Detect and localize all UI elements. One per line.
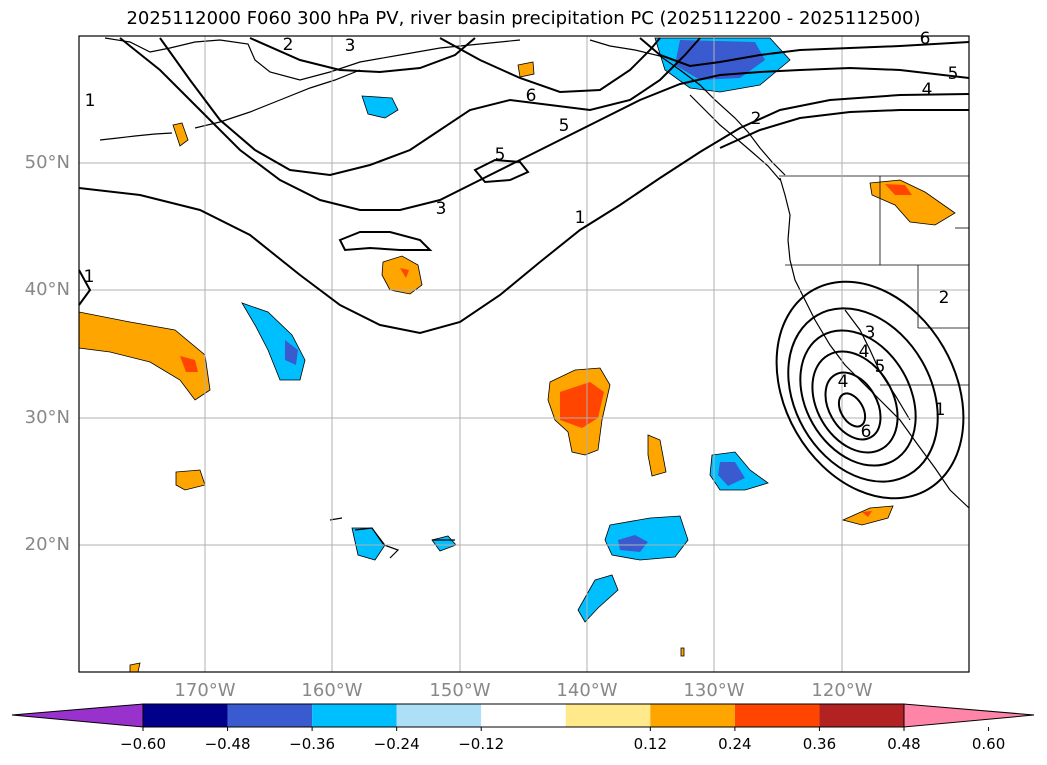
contour-label: 4 (922, 80, 933, 100)
colorbar-tick-label: 0.24 (718, 735, 752, 753)
pv-contour (78, 93, 970, 335)
contour-label: 6 (920, 29, 931, 49)
contour-label: 1 (935, 400, 946, 420)
us-west-coast (779, 177, 970, 509)
pv-contour (473, 158, 530, 184)
pv-contour (811, 350, 899, 454)
pv-contour (837, 392, 867, 428)
contour-label: 5 (559, 116, 570, 136)
precip-positive-region (129, 662, 141, 673)
precip-negative-core (285, 340, 298, 365)
gulf-of-alaska-coast (589, 39, 786, 176)
contour-label: 2 (283, 35, 294, 55)
contour-label: 1 (85, 91, 96, 111)
colorbar-cell (650, 704, 735, 727)
contour-label: 4 (838, 372, 849, 392)
colorbar-extend-low (11, 703, 144, 728)
colorbar-cell (227, 704, 313, 727)
precip-positive-region (647, 434, 667, 477)
map-border (78, 35, 970, 673)
pv-contour (799, 329, 917, 467)
colorbar-tick-label: 0.36 (802, 735, 837, 753)
colorbar (11, 703, 1035, 731)
alaska-coast (104, 37, 521, 81)
contour-labels: 1 2 3 4 5 6 5 6 5 4 2 1 3 1 2 3 4 5 6 1 (84, 29, 959, 442)
lat-label: 40°N (24, 279, 70, 300)
pv-contour (439, 37, 661, 94)
pv-contour (719, 109, 969, 149)
aleutian-islands (99, 69, 361, 141)
precip-positive-core (180, 356, 198, 372)
precip-positive-region (517, 61, 535, 78)
pv-contour (249, 37, 476, 74)
precip-positive-region (680, 647, 685, 657)
colorbar-cell (143, 704, 228, 727)
lon-label: 120°W (811, 680, 873, 701)
map-background (79, 36, 969, 672)
contour-label: 5 (875, 357, 886, 377)
precip-negative-region (577, 574, 619, 623)
precip-positive-region (172, 122, 189, 147)
contour-label: 5 (948, 64, 959, 84)
pv-contour (787, 307, 939, 483)
precip-positive-core (885, 184, 912, 195)
political-borders (779, 175, 969, 386)
contour-label: 1 (84, 267, 95, 287)
lon-label: 160°W (301, 680, 363, 701)
colorbar-cell (819, 704, 904, 727)
precip-positive-region (78, 311, 211, 401)
contour-label: 2 (939, 288, 950, 308)
colorbar-cell (481, 704, 566, 727)
lon-label: 130°W (683, 680, 745, 701)
pv-contour (119, 37, 970, 211)
pv-contour (639, 37, 970, 68)
contour-label: 5 (495, 145, 506, 165)
pv-contour (824, 371, 882, 441)
colorbar-cell (734, 704, 820, 727)
pv-contour (775, 280, 965, 500)
contour-label: 2 (751, 109, 762, 129)
lat-label: 50°N (24, 152, 70, 173)
contour-label: 4 (859, 342, 870, 362)
lon-label: 150°W (429, 680, 491, 701)
contour-label: 6 (861, 422, 872, 442)
lat-label: 20°N (24, 534, 70, 555)
gridlines (79, 36, 969, 672)
colorbar-tick-label: 0.12 (633, 735, 668, 753)
precip-positive-region (175, 469, 206, 491)
precip-negative-region (361, 95, 399, 119)
colorbar-tick-label: −0.48 (204, 735, 251, 753)
colorbar-tick-label: 0.48 (887, 735, 921, 753)
precip-negative-core (718, 462, 745, 486)
precip-positive-core (862, 511, 872, 517)
colorbar-tick-label: −0.36 (289, 735, 336, 753)
colorbar-cell (312, 704, 397, 727)
colorbar-cell (396, 704, 482, 727)
contour-label: 1 (575, 208, 586, 228)
precip-positive-core (400, 268, 409, 278)
contour-label: 3 (865, 323, 876, 343)
colorbar-extend-high (903, 703, 1035, 728)
precip-negative-core (618, 535, 648, 552)
map-title: 2025112000 F060 300 hPa PV, river basin … (126, 8, 921, 29)
colorbar-cell (565, 704, 651, 727)
colorbar-tick-label: −0.60 (120, 735, 166, 753)
lat-label: 30°N (24, 407, 70, 428)
precip-negative-core (675, 40, 765, 80)
pv-contours (78, 37, 970, 500)
baja-california (844, 309, 911, 421)
lon-label: 140°W (556, 680, 618, 701)
pv-contour (338, 231, 433, 252)
pv-contour (159, 37, 701, 177)
colorbar-tick-label: −0.12 (458, 735, 505, 753)
contour-label: 3 (436, 199, 447, 219)
precip-positive-core (560, 382, 604, 428)
contour-label: 6 (526, 86, 537, 106)
colorbar-tick-label: −0.24 (373, 735, 420, 753)
pv-contour (78, 269, 92, 306)
contour-label: 3 (345, 36, 356, 56)
lon-label: 170°W (174, 680, 236, 701)
colorbar-tick-label: 0.60 (971, 735, 1006, 753)
